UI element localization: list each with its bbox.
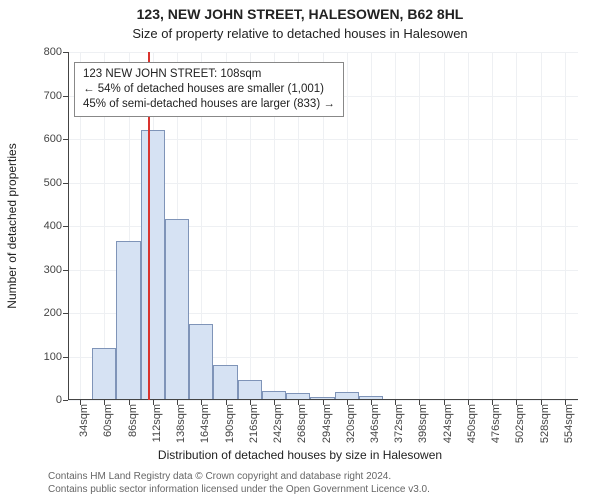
x-tick-label: 528sqm [535, 404, 551, 448]
annotation-line-3: 45% of semi-detached houses are larger (… [83, 97, 335, 112]
gridline-vertical [468, 52, 469, 400]
gridline-vertical [516, 52, 517, 400]
y-tick-label: 600 [44, 133, 62, 145]
y-tick-label: 100 [44, 351, 62, 363]
y-tick-label: 500 [44, 177, 62, 189]
histogram-bar [165, 219, 189, 400]
chart-plot-area: 010020030040050060070080034sqm60sqm86sqm… [68, 52, 578, 400]
y-axis-label: Number of detached properties [5, 143, 19, 308]
x-tick-label: 164sqm [195, 404, 211, 448]
y-tick-mark [63, 400, 68, 401]
x-tick-label: 294sqm [317, 404, 333, 448]
gridline-vertical [444, 52, 445, 400]
x-tick-label: 476sqm [486, 404, 502, 448]
histogram-bar [116, 241, 140, 400]
chart-subtitle: Size of property relative to detached ho… [0, 26, 600, 41]
x-tick-label: 242sqm [268, 404, 284, 448]
x-tick-label: 424sqm [438, 404, 454, 448]
histogram-bar [238, 380, 262, 400]
x-tick-label: 450sqm [462, 404, 478, 448]
x-tick-label: 372sqm [389, 404, 405, 448]
annotation-line-2: ← 54% of detached houses are smaller (1,… [83, 82, 335, 97]
y-tick-label: 400 [44, 220, 62, 232]
chart-title: 123, NEW JOHN STREET, HALESOWEN, B62 8HL [0, 6, 600, 22]
gridline-vertical [347, 52, 348, 400]
gridline-vertical [492, 52, 493, 400]
gridline-vertical [419, 52, 420, 400]
x-tick-label: 86sqm [123, 404, 139, 448]
annotation-line-1: 123 NEW JOHN STREET: 108sqm [83, 67, 335, 82]
x-axis-line [68, 399, 578, 400]
x-tick-label: 346sqm [365, 404, 381, 448]
y-axis-line [68, 52, 69, 400]
histogram-bar [213, 365, 237, 400]
footer-line-2: Contains public sector information licen… [48, 484, 592, 497]
histogram-bar [92, 348, 116, 400]
gridline-vertical [395, 52, 396, 400]
x-tick-label: 216sqm [244, 404, 260, 448]
gridline-vertical [541, 52, 542, 400]
x-axis-label: Distribution of detached houses by size … [0, 448, 600, 462]
y-tick-label: 200 [44, 307, 62, 319]
x-tick-label: 502sqm [510, 404, 526, 448]
x-tick-label: 268sqm [292, 404, 308, 448]
x-tick-label: 112sqm [147, 404, 163, 448]
gridline-vertical [371, 52, 372, 400]
x-tick-label: 138sqm [171, 404, 187, 448]
attribution-footer: Contains HM Land Registry data © Crown c… [48, 471, 592, 496]
y-tick-label: 700 [44, 90, 62, 102]
y-tick-label: 800 [44, 46, 62, 58]
annotation-box: 123 NEW JOHN STREET: 108sqm ← 54% of det… [74, 62, 344, 117]
histogram-bar [141, 130, 165, 400]
x-tick-label: 190sqm [220, 404, 236, 448]
y-tick-label: 0 [56, 394, 62, 406]
histogram-bar [189, 324, 213, 400]
x-tick-label: 34sqm [74, 404, 90, 448]
x-tick-label: 320sqm [341, 404, 357, 448]
y-tick-label: 300 [44, 264, 62, 276]
gridline-vertical [565, 52, 566, 400]
x-tick-label: 60sqm [98, 404, 114, 448]
x-tick-label: 398sqm [413, 404, 429, 448]
x-tick-label: 554sqm [559, 404, 575, 448]
footer-line-1: Contains HM Land Registry data © Crown c… [48, 471, 592, 484]
